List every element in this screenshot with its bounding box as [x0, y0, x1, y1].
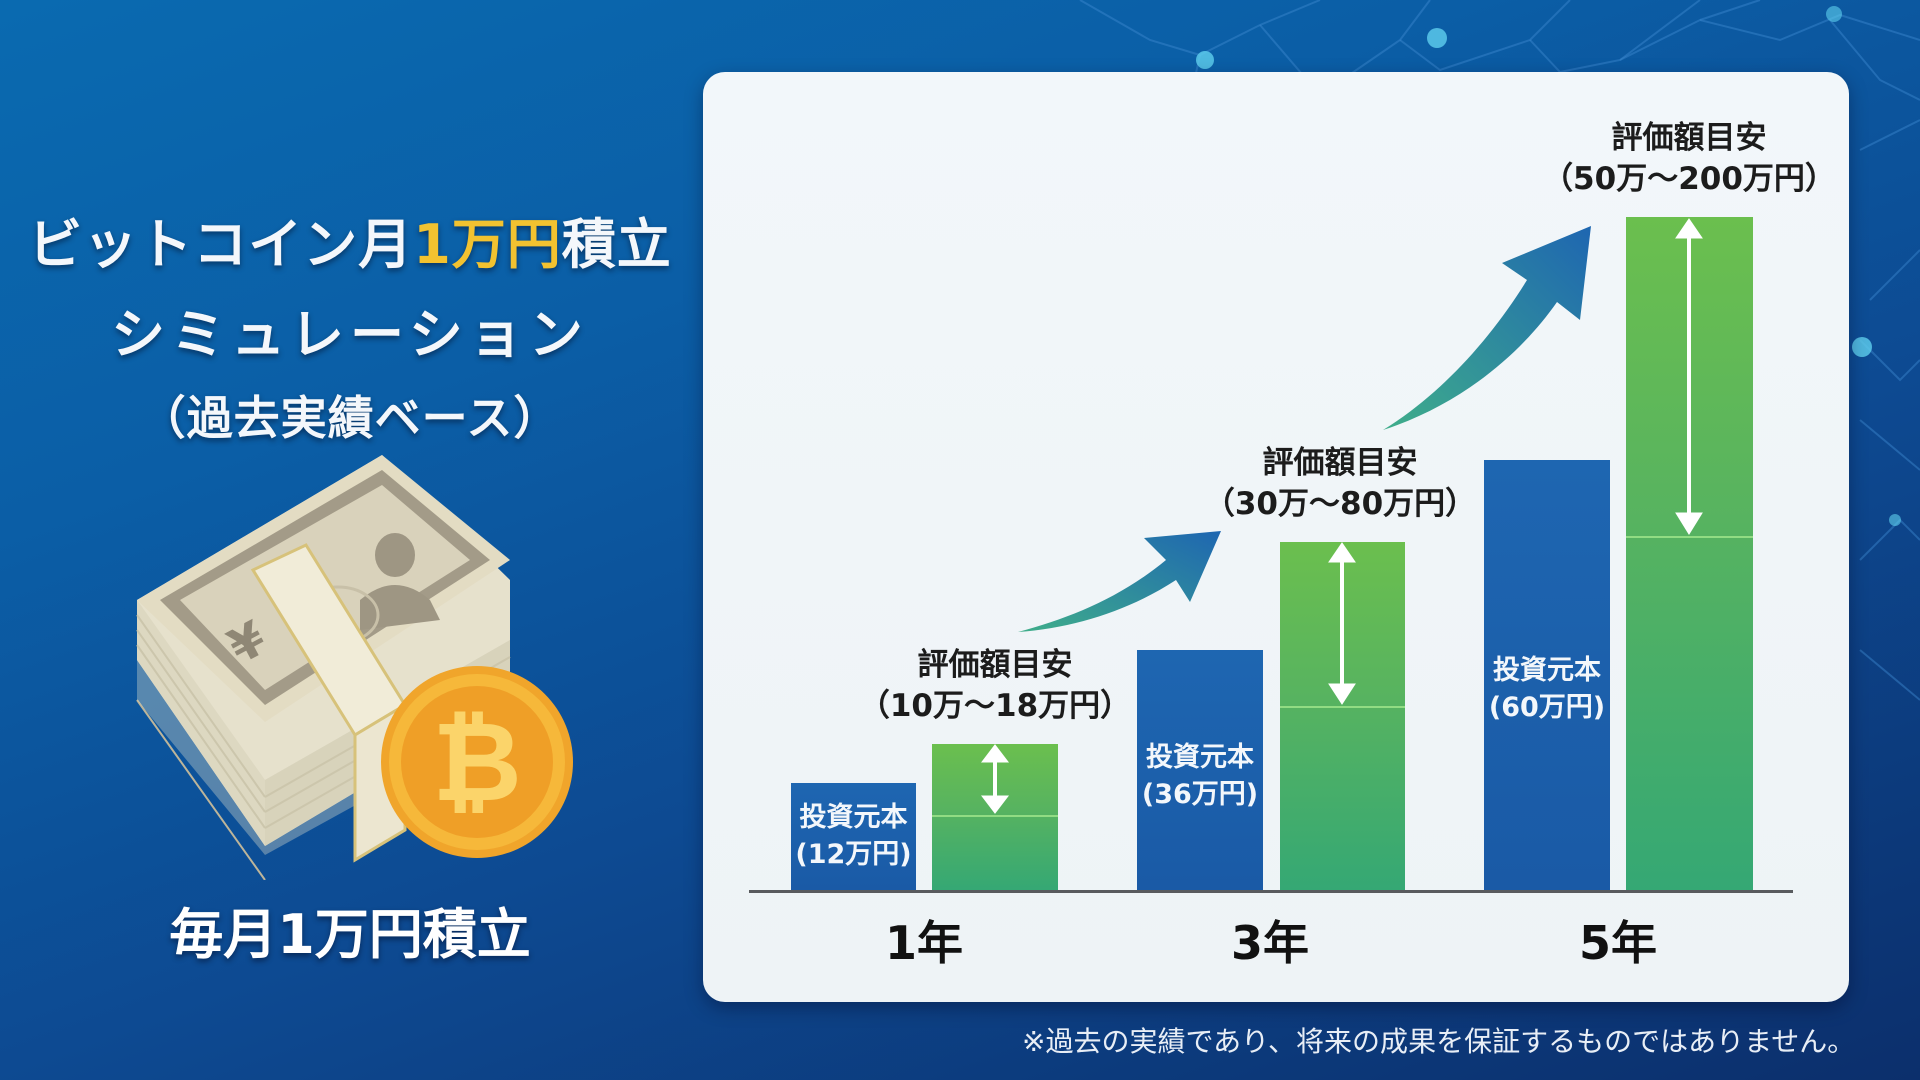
x-tick-5y: 5年 — [1578, 916, 1657, 970]
x-tick-1y: 1年 — [884, 916, 963, 970]
value-estimate-range: （10万～18万円） — [858, 688, 1132, 724]
disclaimer-footnote: ※過去の実績であり、将来の成果を保証するものではありません。 — [1022, 1025, 1856, 1058]
growth-arrow-icon — [1383, 226, 1591, 430]
money-stack-icon: ¥ ₿ — [136, 455, 573, 880]
principal-label: 投資元本 — [1493, 655, 1601, 686]
title-highlight-amount: 1万円 — [413, 213, 562, 276]
title-text: ビットコイン月 — [28, 213, 414, 276]
x-axis-line — [749, 890, 1793, 893]
principal-label: 投資元本 — [1146, 742, 1254, 773]
principal-bar-5y: 投資元本 (60万円) — [1484, 460, 1610, 890]
principal-value: (12万円) — [795, 839, 912, 870]
range-arrow-icon — [980, 218, 1703, 814]
principal-value: (36万円) — [1141, 779, 1259, 810]
value-estimate-title: 評価額目安 — [1611, 120, 1767, 156]
value-estimate-label-1y: 評価額目安 （10万～18万円） — [815, 645, 1175, 727]
principal-label: 投資元本 — [799, 802, 908, 833]
principal-bar-1y: 投資元本 (12万円) — [791, 783, 916, 890]
monthly-amount-caption: 毎月1万円積立 — [169, 903, 531, 966]
principal-bar-3y: 投資元本 (36万円) — [1137, 650, 1263, 890]
x-tick-3y: 3年 — [1230, 916, 1309, 970]
title-text-suffix: 積立 — [561, 213, 672, 276]
value-estimate-label-3y: 評価額目安 （30万～80万円） — [1160, 443, 1520, 525]
bitcoin-symbol: ₿ — [432, 698, 522, 826]
value-estimate-title: 評価額目安 — [1262, 445, 1418, 481]
value-estimate-title: 評価額目安 — [917, 647, 1073, 683]
principal-value: (60万円) — [1488, 692, 1606, 723]
page-title: ビットコイン月1万円積立 — [0, 200, 700, 279]
page-subtitle-note: （過去実績ベース） — [139, 391, 561, 445]
page-subtitle: シミュレーション — [111, 303, 589, 366]
value-estimate-range: （30万～80万円） — [1203, 486, 1477, 522]
value-estimate-label-5y: 評価額目安 （50万～200万円） — [1509, 118, 1869, 200]
growth-arrow-icon — [1018, 531, 1221, 632]
bitcoin-coin-icon: ₿ — [381, 666, 573, 858]
value-estimate-range: （50万～200万円） — [1542, 161, 1836, 197]
